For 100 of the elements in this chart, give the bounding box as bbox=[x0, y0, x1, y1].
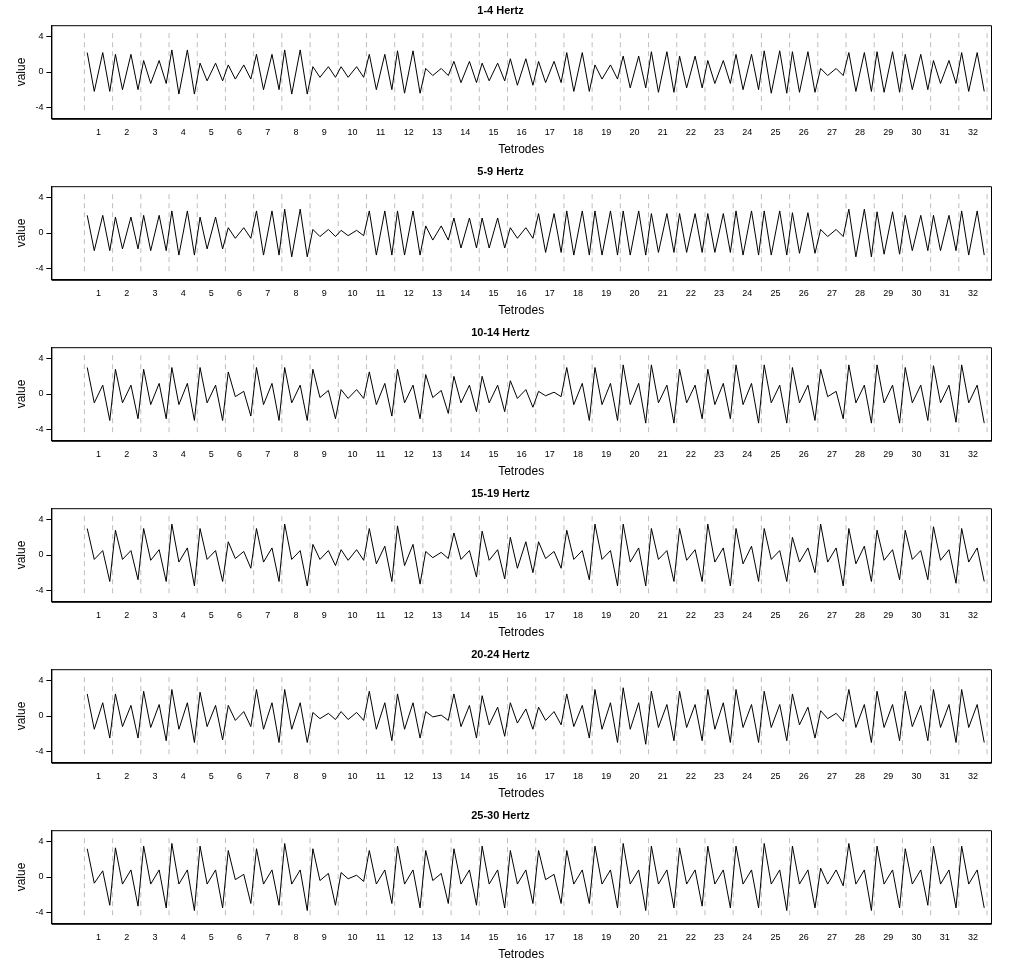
x-tick-label: 17 bbox=[544, 931, 555, 942]
x-tick-label: 25 bbox=[770, 287, 781, 298]
x-tick-label: 8 bbox=[293, 287, 299, 298]
x-tick-label: 8 bbox=[293, 609, 299, 620]
x-tick-label: 3 bbox=[152, 126, 158, 137]
x-tick-label: 18 bbox=[573, 609, 584, 620]
x-tick-label: 13 bbox=[431, 609, 443, 620]
x-tick-label: 13 bbox=[431, 770, 443, 781]
x-tick-label: 15 bbox=[488, 931, 499, 942]
y-axis-title: value bbox=[13, 540, 28, 570]
x-tick-label: 28 bbox=[855, 126, 866, 137]
x-tick-label: 20 bbox=[629, 770, 640, 781]
x-tick-label: 6 bbox=[237, 287, 243, 298]
x-axis-title: Tetrodes bbox=[498, 947, 545, 962]
x-tick-label: 25 bbox=[770, 931, 781, 942]
x-tick-label: 6 bbox=[237, 931, 243, 942]
chart-title: 5-9 Hertz bbox=[477, 164, 525, 177]
x-tick-label: 27 bbox=[826, 609, 837, 620]
y-axis-title: value bbox=[13, 57, 28, 87]
x-tick-label: 25 bbox=[770, 770, 781, 781]
x-tick-label: 6 bbox=[237, 770, 243, 781]
x-tick-label: 13 bbox=[431, 126, 443, 137]
x-tick-label: 28 bbox=[855, 770, 866, 781]
x-tick-label: 18 bbox=[573, 770, 584, 781]
x-tick-label: 10 bbox=[347, 770, 358, 781]
x-tick-label: 7 bbox=[265, 126, 271, 137]
y-tick-label: -4 bbox=[35, 423, 44, 434]
x-tick-label: 17 bbox=[544, 126, 555, 137]
x-tick-label: 3 bbox=[152, 609, 158, 620]
x-tick-label: 20 bbox=[629, 931, 640, 942]
x-tick-label: 17 bbox=[544, 770, 555, 781]
x-tick-label: 31 bbox=[939, 931, 950, 942]
y-tick-label: -4 bbox=[35, 584, 44, 595]
x-tick-label: 25 bbox=[770, 448, 781, 459]
x-tick-label: 24 bbox=[742, 931, 753, 942]
x-tick-label: 23 bbox=[714, 287, 725, 298]
x-tick-label: 29 bbox=[883, 448, 894, 459]
y-tick-label: 0 bbox=[38, 871, 44, 882]
x-tick-label: 32 bbox=[967, 931, 978, 942]
x-axis-title: Tetrodes bbox=[498, 786, 545, 801]
x-tick-label: 2 bbox=[124, 609, 130, 620]
x-tick-label: 1 bbox=[96, 287, 102, 298]
x-tick-label: 20 bbox=[629, 126, 640, 137]
x-tick-label: 11 bbox=[375, 609, 386, 620]
x-tick-label: 19 bbox=[601, 448, 612, 459]
y-tick-label: 4 bbox=[38, 353, 44, 364]
chart-title: 20-24 Hertz bbox=[471, 647, 531, 660]
x-tick-label: 3 bbox=[152, 448, 158, 459]
x-tick-label: 1 bbox=[96, 609, 102, 620]
x-tick-label: 30 bbox=[911, 770, 922, 781]
chart-title: 15-19 Hertz bbox=[471, 486, 531, 499]
y-tick-label: 0 bbox=[38, 710, 44, 721]
x-tick-label: 13 bbox=[431, 287, 443, 298]
y-tick-label: 4 bbox=[38, 675, 44, 686]
x-tick-label: 15 bbox=[488, 770, 499, 781]
x-tick-label: 29 bbox=[883, 126, 894, 137]
x-tick-label: 31 bbox=[939, 126, 950, 137]
x-tick-label: 2 bbox=[124, 931, 130, 942]
x-tick-label: 7 bbox=[265, 287, 271, 298]
x-tick-label: 10 bbox=[347, 931, 358, 942]
x-tick-label: 29 bbox=[883, 931, 894, 942]
x-tick-label: 32 bbox=[967, 126, 978, 137]
x-tick-label: 27 bbox=[826, 770, 837, 781]
x-tick-label: 5 bbox=[208, 770, 214, 781]
x-tick-label: 15 bbox=[488, 609, 499, 620]
x-axis-title: Tetrodes bbox=[498, 142, 545, 157]
x-tick-label: 26 bbox=[798, 126, 809, 137]
x-tick-label: 10 bbox=[347, 126, 358, 137]
y-tick-label: -4 bbox=[35, 262, 44, 273]
x-tick-label: 29 bbox=[883, 770, 894, 781]
x-tick-label: 22 bbox=[685, 287, 696, 298]
x-tick-label: 16 bbox=[516, 931, 527, 942]
x-tick-label: 28 bbox=[855, 609, 866, 620]
x-tick-label: 13 bbox=[431, 931, 443, 942]
x-tick-label: 18 bbox=[573, 931, 584, 942]
x-tick-label: 5 bbox=[208, 287, 214, 298]
y-tick-label: 0 bbox=[38, 66, 44, 77]
x-tick-label: 11 bbox=[375, 931, 386, 942]
chart-title: 25-30 Hertz bbox=[471, 808, 531, 821]
x-tick-label: 25 bbox=[770, 609, 781, 620]
x-tick-label: 1 bbox=[96, 448, 102, 459]
x-tick-label: 16 bbox=[516, 609, 527, 620]
x-tick-label: 17 bbox=[544, 448, 555, 459]
x-tick-label: 22 bbox=[685, 448, 696, 459]
y-tick-label: 4 bbox=[38, 192, 44, 203]
x-tick-label: 30 bbox=[911, 931, 922, 942]
x-tick-label: 19 bbox=[601, 126, 612, 137]
x-tick-label: 19 bbox=[601, 770, 612, 781]
x-tick-label: 17 bbox=[544, 609, 555, 620]
x-tick-label: 9 bbox=[321, 931, 327, 942]
x-tick-label: 9 bbox=[321, 609, 327, 620]
y-tick-label: 4 bbox=[38, 31, 44, 42]
x-tick-label: 23 bbox=[714, 126, 725, 137]
y-tick-label: 0 bbox=[38, 227, 44, 238]
x-tick-label: 8 bbox=[293, 770, 299, 781]
x-tick-label: 19 bbox=[601, 609, 612, 620]
y-tick-label: 4 bbox=[38, 514, 44, 525]
x-tick-label: 30 bbox=[911, 448, 922, 459]
x-tick-label: 15 bbox=[488, 448, 499, 459]
x-tick-label: 28 bbox=[855, 448, 866, 459]
